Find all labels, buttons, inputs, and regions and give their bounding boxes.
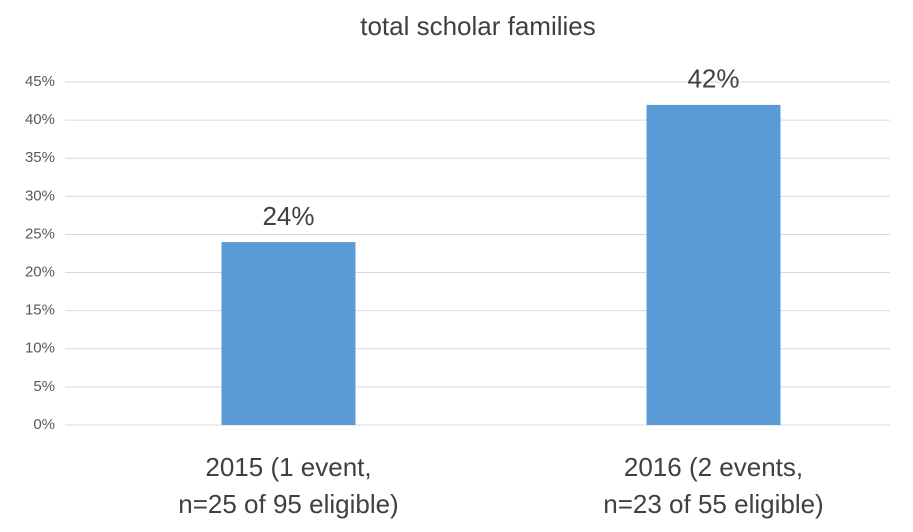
y-tick-label: 20%	[25, 264, 55, 281]
y-tick-label: 0%	[33, 416, 55, 433]
data-label: 24%	[262, 201, 314, 231]
y-tick-label: 25%	[25, 225, 55, 242]
y-tick-label: 10%	[25, 340, 55, 357]
data-label: 42%	[687, 64, 739, 94]
bar	[221, 242, 356, 425]
x-tick-label: 2016 (2 events, n=23 of 55 eligible)	[603, 452, 824, 519]
y-tick-label: 45%	[25, 73, 55, 90]
bar	[646, 104, 781, 425]
y-tick-label: 35%	[25, 149, 55, 166]
y-tick-label: 30%	[25, 187, 55, 204]
chart-title: total scholar families	[360, 11, 596, 41]
y-tick-label: 15%	[25, 302, 55, 319]
y-tick-label: 5%	[33, 378, 55, 395]
y-tick-label: 40%	[25, 111, 55, 128]
x-tick-label: 2015 (1 event, n=25 of 95 eligible)	[178, 452, 399, 519]
